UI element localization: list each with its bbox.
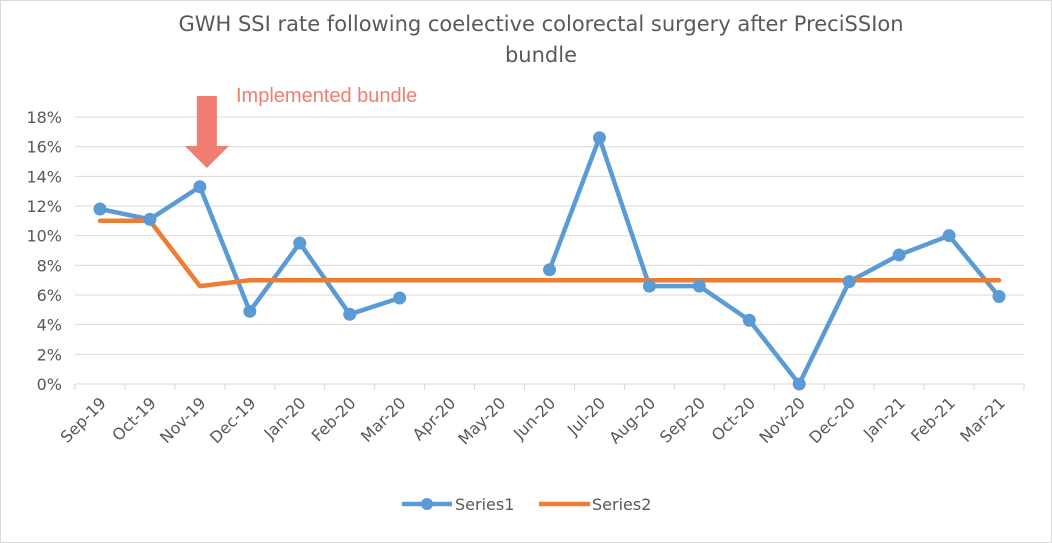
series1-point [692, 279, 706, 293]
x-tick-label: Nov-19 [156, 393, 210, 447]
series1-point [742, 313, 756, 327]
x-tick-label: Jun-20 [509, 393, 559, 443]
x-tick-label: Dec-20 [805, 393, 859, 447]
series1-point [592, 131, 606, 145]
x-tick-label: Feb-20 [308, 393, 360, 445]
x-tick-label: Sep-20 [656, 393, 709, 446]
y-tick-label: 4% [37, 316, 62, 335]
series1-point [293, 236, 307, 250]
series1-point [842, 275, 856, 289]
chart-title: GWH SSI rate following coelective colore… [151, 9, 931, 71]
series1-point [992, 289, 1006, 303]
x-tick-label: Aug-20 [605, 393, 659, 447]
y-tick-label: 18% [26, 108, 62, 127]
y-tick-label: 10% [26, 227, 62, 246]
chart-title-line-2: bundle [504, 43, 578, 67]
x-tick-label: Oct-19 [108, 393, 159, 444]
y-tick-label: 12% [26, 197, 62, 216]
legend-series2-label: Series2 [592, 495, 651, 514]
x-tick-label: Jan-20 [260, 393, 310, 443]
x-tick-label: Mar-20 [357, 393, 410, 446]
series1-point [143, 212, 157, 226]
legend-series1-label: Series1 [455, 495, 514, 514]
chart-title-line-1: GWH SSI rate following coelective colore… [178, 12, 904, 36]
x-tick-label: Feb-21 [907, 393, 959, 445]
x-tick-label: Dec-19 [206, 393, 260, 447]
x-tick-label: Nov-20 [755, 393, 809, 447]
x-tick-label: Apr-20 [409, 393, 460, 444]
series1-point [243, 304, 257, 318]
y-tick-label: 16% [26, 138, 62, 157]
x-tick-label: May-20 [454, 393, 509, 448]
series1-point [343, 307, 357, 321]
x-tick-label: Jul-20 [563, 393, 609, 439]
series1-point [792, 377, 806, 391]
series1-point [193, 180, 207, 194]
down-arrow-icon [184, 96, 229, 168]
series1-line [547, 135, 1002, 387]
y-tick-label: 14% [26, 167, 62, 186]
series1-point [892, 248, 906, 262]
series1-point [642, 279, 656, 293]
y-tick-label: 2% [37, 345, 62, 364]
series1-point [93, 202, 107, 216]
x-tick-label: Jan-21 [859, 393, 909, 443]
y-tick-label: 6% [37, 286, 62, 305]
series1-point [942, 229, 956, 243]
x-tick-label: Mar-21 [956, 393, 1009, 446]
series1-point [393, 291, 407, 305]
annotation-label: Implemented bundle [236, 85, 417, 107]
series1-point [543, 263, 556, 277]
legend-series1-marker [421, 498, 433, 510]
x-tick-label: Sep-19 [57, 393, 110, 446]
x-tick-label: Oct-20 [708, 393, 759, 444]
y-tick-label: 0% [37, 375, 62, 394]
y-tick-label: 8% [37, 256, 62, 275]
